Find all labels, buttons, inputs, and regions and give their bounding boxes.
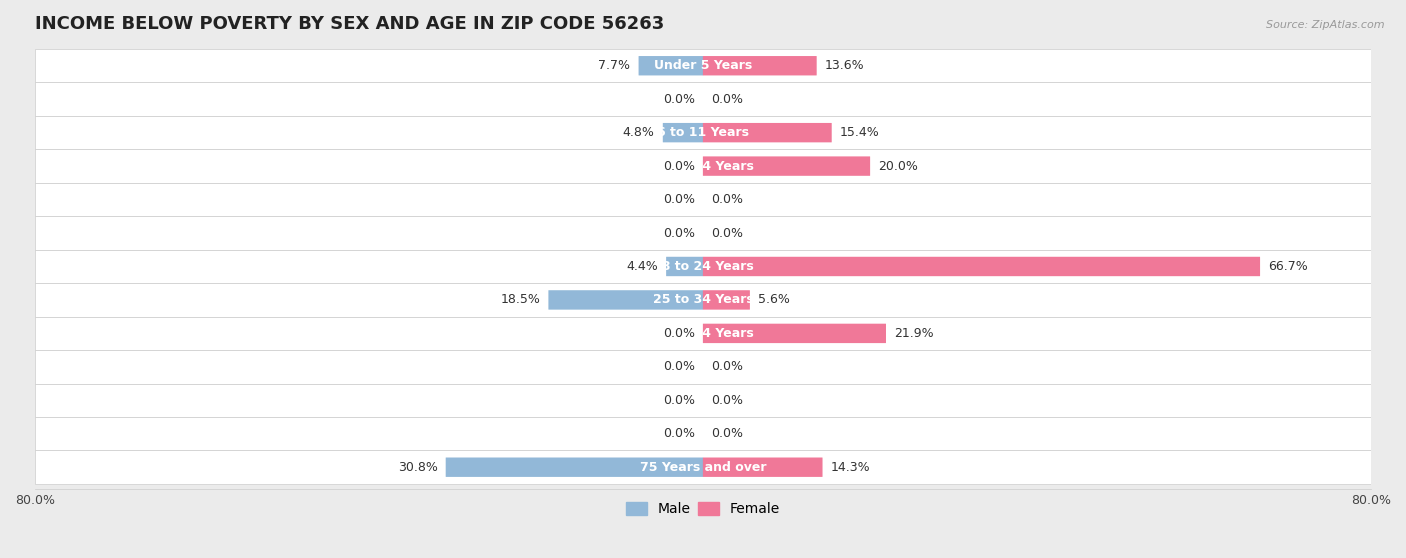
FancyBboxPatch shape bbox=[703, 123, 832, 142]
Legend: Male, Female: Male, Female bbox=[620, 497, 786, 522]
Text: 13.6%: 13.6% bbox=[825, 59, 865, 72]
Text: 35 to 44 Years: 35 to 44 Years bbox=[652, 327, 754, 340]
Text: 30.8%: 30.8% bbox=[398, 461, 437, 474]
Text: 55 to 64 Years: 55 to 64 Years bbox=[652, 394, 754, 407]
Text: Under 5 Years: Under 5 Years bbox=[654, 59, 752, 72]
Text: 0.0%: 0.0% bbox=[662, 93, 695, 105]
Text: 0.0%: 0.0% bbox=[711, 193, 744, 206]
Text: 12 to 14 Years: 12 to 14 Years bbox=[652, 160, 754, 172]
FancyBboxPatch shape bbox=[662, 123, 703, 142]
Text: 45 to 54 Years: 45 to 54 Years bbox=[652, 360, 754, 373]
Bar bbox=[35, 383, 1371, 417]
Text: 0.0%: 0.0% bbox=[662, 227, 695, 239]
FancyBboxPatch shape bbox=[666, 257, 703, 276]
Text: 16 and 17 Years: 16 and 17 Years bbox=[647, 227, 759, 239]
Text: 21.9%: 21.9% bbox=[894, 327, 934, 340]
Bar bbox=[35, 316, 1371, 350]
Text: Source: ZipAtlas.com: Source: ZipAtlas.com bbox=[1267, 20, 1385, 30]
Text: 6 to 11 Years: 6 to 11 Years bbox=[657, 126, 749, 139]
Text: 0.0%: 0.0% bbox=[662, 193, 695, 206]
Text: 15.4%: 15.4% bbox=[839, 126, 880, 139]
FancyBboxPatch shape bbox=[548, 290, 703, 310]
Bar bbox=[35, 450, 1371, 484]
Text: 4.4%: 4.4% bbox=[626, 260, 658, 273]
Text: 5.6%: 5.6% bbox=[758, 294, 790, 306]
FancyBboxPatch shape bbox=[446, 458, 703, 477]
Bar bbox=[35, 150, 1371, 183]
FancyBboxPatch shape bbox=[703, 156, 870, 176]
Text: 0.0%: 0.0% bbox=[662, 160, 695, 172]
FancyBboxPatch shape bbox=[703, 290, 749, 310]
Text: 15 Years: 15 Years bbox=[673, 193, 733, 206]
Text: 25 to 34 Years: 25 to 34 Years bbox=[652, 294, 754, 306]
Text: 5 Years: 5 Years bbox=[678, 93, 728, 105]
Text: 7.7%: 7.7% bbox=[599, 59, 630, 72]
Text: 66.7%: 66.7% bbox=[1268, 260, 1308, 273]
Text: 0.0%: 0.0% bbox=[711, 427, 744, 440]
Text: INCOME BELOW POVERTY BY SEX AND AGE IN ZIP CODE 56263: INCOME BELOW POVERTY BY SEX AND AGE IN Z… bbox=[35, 15, 664, 33]
Bar bbox=[35, 183, 1371, 217]
Text: 0.0%: 0.0% bbox=[662, 394, 695, 407]
Bar bbox=[35, 217, 1371, 250]
Text: 20.0%: 20.0% bbox=[879, 160, 918, 172]
Bar bbox=[35, 49, 1371, 83]
Bar bbox=[35, 417, 1371, 450]
FancyBboxPatch shape bbox=[638, 56, 703, 75]
Bar bbox=[35, 116, 1371, 150]
Text: 0.0%: 0.0% bbox=[711, 93, 744, 105]
FancyBboxPatch shape bbox=[703, 257, 1260, 276]
FancyBboxPatch shape bbox=[703, 458, 823, 477]
Text: 0.0%: 0.0% bbox=[662, 327, 695, 340]
Bar bbox=[35, 350, 1371, 383]
Text: 14.3%: 14.3% bbox=[831, 461, 870, 474]
Text: 0.0%: 0.0% bbox=[711, 394, 744, 407]
Bar bbox=[35, 283, 1371, 316]
Text: 4.8%: 4.8% bbox=[623, 126, 655, 139]
Text: 0.0%: 0.0% bbox=[711, 360, 744, 373]
FancyBboxPatch shape bbox=[703, 324, 886, 343]
Text: 0.0%: 0.0% bbox=[662, 360, 695, 373]
Text: 0.0%: 0.0% bbox=[662, 427, 695, 440]
Text: 65 to 74 Years: 65 to 74 Years bbox=[652, 427, 754, 440]
Bar bbox=[35, 83, 1371, 116]
Bar bbox=[35, 250, 1371, 283]
Text: 18 to 24 Years: 18 to 24 Years bbox=[652, 260, 754, 273]
Text: 75 Years and over: 75 Years and over bbox=[640, 461, 766, 474]
FancyBboxPatch shape bbox=[703, 56, 817, 75]
Text: 0.0%: 0.0% bbox=[711, 227, 744, 239]
Text: 18.5%: 18.5% bbox=[501, 294, 540, 306]
